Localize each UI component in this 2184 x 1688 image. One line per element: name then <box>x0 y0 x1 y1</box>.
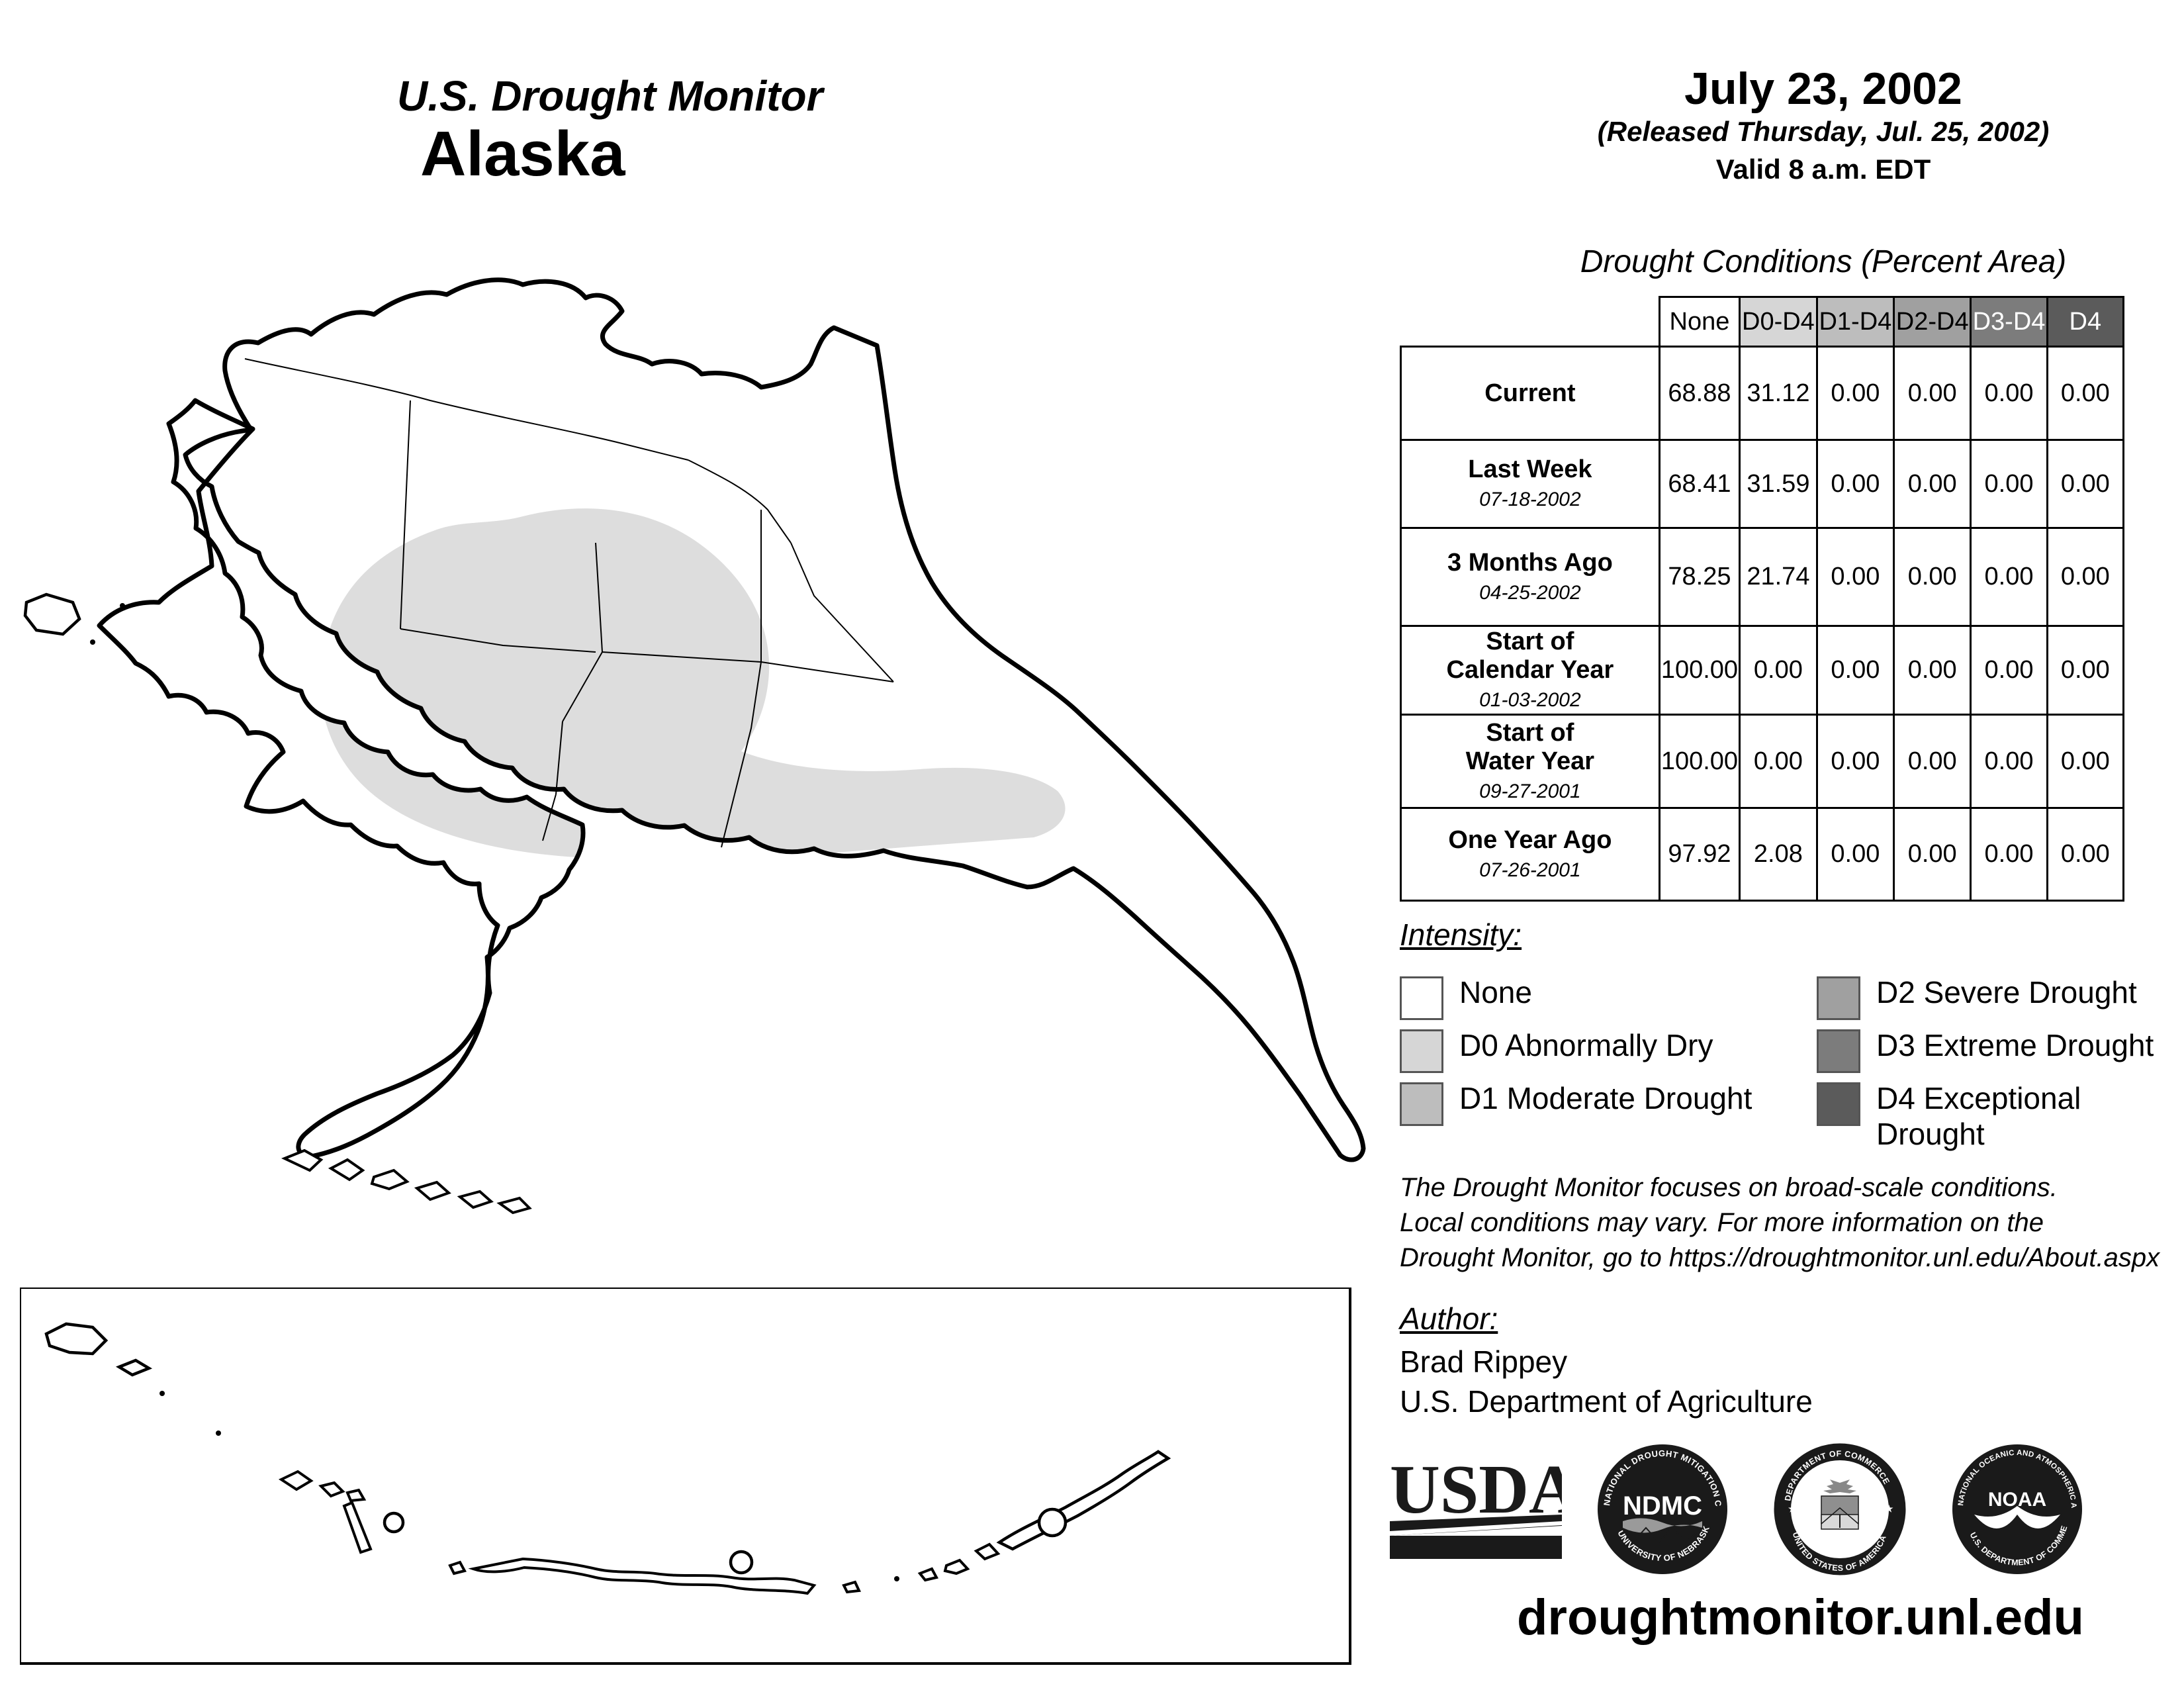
svg-text:NDMC: NDMC <box>1623 1491 1702 1521</box>
svg-text:★: ★ <box>1885 1503 1893 1514</box>
svg-text:★: ★ <box>1788 1503 1797 1514</box>
